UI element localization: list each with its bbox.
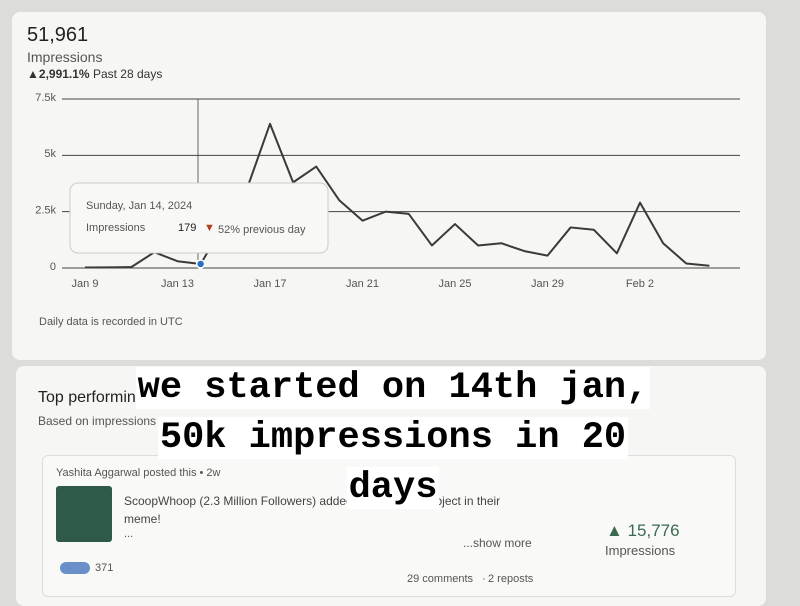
x-tick-label: Jan 17	[253, 278, 286, 290]
line	[84, 122, 710, 269]
caption-line: 50k impressions in 20	[0, 416, 786, 460]
y-tick-label: 2.5k	[35, 205, 56, 217]
reaction-icons	[60, 562, 90, 574]
reposts[interactable]: 2 reposts	[488, 573, 534, 585]
change-value: 2,991.1%	[38, 67, 90, 81]
period: Past 28 days	[92, 67, 163, 81]
caption-text: days	[346, 467, 440, 509]
post-impressions-label: Impressions	[605, 543, 676, 558]
reactions[interactable]: 371	[95, 562, 114, 574]
comments[interactable]: 29 comments	[407, 573, 474, 585]
caption-line: we started on 14th jan,	[0, 366, 786, 410]
tooltip-date: Sunday, Jan 14, 2024	[86, 200, 192, 212]
tooltip-arrow: ▼	[204, 222, 215, 234]
x-tick-label: Jan 13	[161, 278, 194, 290]
show-more[interactable]: ...show more	[463, 536, 532, 550]
x-tick-label: Jan 21	[346, 278, 379, 290]
y-tick-label: 7.5k	[35, 92, 56, 104]
y-tick-label: 5k	[44, 148, 56, 160]
change: ▲2,991.1% Past 28 days	[27, 67, 163, 81]
separator: ·	[482, 573, 486, 585]
y-tick-label: 0	[50, 261, 56, 273]
tooltip	[69, 182, 329, 254]
chart: 0 2.5k 5k 7.5k Jan 9 Jan 13 Jan 17 Jan 21 Jan 25…	[35, 92, 740, 328]
caption-line: days	[0, 466, 786, 510]
total-label: Impressions	[27, 49, 103, 65]
chart-note: Daily data is recorded in UTC	[39, 316, 183, 328]
post-author: Yashita Aggarwal posted this • 2w	[56, 467, 221, 479]
caption-text: we started on 14th jan,	[135, 367, 651, 409]
caption-text: 50k impressions in 20	[157, 417, 629, 459]
hover-point	[195, 259, 206, 269]
x-tick-label: Jan 9	[72, 278, 99, 290]
post-thumbnail	[56, 486, 112, 542]
post-impressions: ▲ 15,776	[606, 521, 680, 540]
x-tick-label: Feb 2	[626, 278, 654, 290]
x-tick-label: Jan 29	[531, 278, 564, 290]
post-ellipsis: ...	[124, 528, 134, 540]
tooltip-value: 179	[178, 222, 196, 234]
tooltip-label: Impressions	[86, 222, 146, 234]
x-tick-label: Jan 25	[438, 278, 471, 290]
tooltip-change: 52% previous day	[218, 224, 306, 236]
top-posts-subtitle: Based on impressions	[38, 414, 157, 428]
post-impressions-value: 15,776	[627, 521, 680, 540]
total: 51,961	[27, 24, 89, 46]
